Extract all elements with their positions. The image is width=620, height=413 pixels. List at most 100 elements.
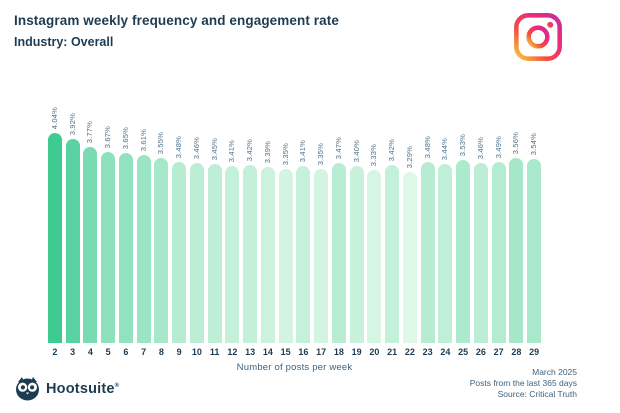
bar-slot: 3.67% <box>99 96 117 343</box>
x-tick-label: 5 <box>105 347 111 357</box>
bar-value-label: 3.45% <box>209 137 219 160</box>
bar-value-label: 3.33% <box>369 143 379 166</box>
bar-value-label: 3.49% <box>493 135 503 158</box>
bar-value-label: 3.65% <box>120 126 130 149</box>
bar-value-label: 3.35% <box>280 142 290 165</box>
x-axis-ticks: 2 3 4 5 6 7 8 9 10 11 12 13 14 15 16 17 18 19 20 21 22 23 24 25… <box>46 347 543 357</box>
bar-value-label: 3.53% <box>458 133 468 156</box>
hootsuite-owl-icon <box>16 377 39 401</box>
chart-header: Instagram weekly frequency and engagemen… <box>14 13 339 49</box>
bar-value-label: 3.61% <box>138 128 148 151</box>
bar-slot: 3.46% <box>472 96 490 343</box>
bar-slot: 3.54% <box>525 96 543 343</box>
bar-value-label: 3.39% <box>262 140 272 163</box>
bar <box>420 162 435 343</box>
x-tick-label: 12 <box>227 347 238 357</box>
bar <box>296 166 311 343</box>
bar <box>65 139 80 343</box>
bar-slot: 3.40% <box>348 96 366 343</box>
bar <box>136 155 151 343</box>
bar-slot: 3.47% <box>330 96 348 343</box>
bar-slot: 3.33% <box>366 96 384 343</box>
x-tick-label: 13 <box>245 347 256 357</box>
bar <box>243 165 258 343</box>
bar-value-label: 3.56% <box>511 131 521 154</box>
bar-slot: 3.44% <box>437 96 455 343</box>
bar <box>101 152 116 343</box>
bar <box>207 164 222 343</box>
chart-subtitle: Industry: Overall <box>14 35 114 49</box>
x-tick-label: 15 <box>280 347 291 357</box>
bar <box>349 166 364 343</box>
bar-slot: 3.39% <box>259 96 277 343</box>
brand-wordmark: Hootsuite® <box>46 380 120 397</box>
x-tick-label: 27 <box>493 347 504 357</box>
bar-value-label: 3.46% <box>191 136 201 159</box>
bar-value-label: 3.55% <box>156 131 166 154</box>
x-tick-label: 22 <box>404 347 415 357</box>
bar <box>278 169 293 343</box>
bar <box>260 167 275 343</box>
x-tick-label: 7 <box>141 347 147 357</box>
x-tick-label: 4 <box>87 347 93 357</box>
bar <box>172 162 187 343</box>
bar <box>402 172 417 343</box>
bar <box>314 169 329 343</box>
bar <box>367 170 382 343</box>
bar-value-label: 3.54% <box>529 132 539 155</box>
bar-value-label: 3.46% <box>475 136 485 159</box>
meta-line: March 2025 <box>532 367 577 377</box>
bar <box>491 162 506 343</box>
bar-slot: 3.55% <box>153 96 171 343</box>
x-tick-label: 9 <box>176 347 182 357</box>
x-tick-label: 3 <box>70 347 76 357</box>
hootsuite-logo: Hootsuite® <box>14 376 119 401</box>
bar <box>385 165 400 343</box>
chart-meta: March 2025 Posts from the last 365 days So… <box>470 367 577 400</box>
x-tick-label: 11 <box>209 347 220 357</box>
bar <box>47 133 62 343</box>
x-tick-label: 21 <box>387 347 398 357</box>
bar-value-label: 3.41% <box>227 139 237 162</box>
bar <box>456 160 471 343</box>
bar-value-label: 3.42% <box>387 138 397 161</box>
bar <box>527 159 542 343</box>
bar-slot: 3.48% <box>419 96 437 343</box>
bar <box>509 158 524 343</box>
bar-value-label: 3.42% <box>245 138 255 161</box>
x-tick-label: 10 <box>191 347 202 357</box>
x-tick-label: 14 <box>262 347 273 357</box>
bar-value-label: 3.92% <box>67 112 77 135</box>
bar-slot: 3.56% <box>508 96 526 343</box>
registered-mark: ® <box>114 382 120 389</box>
x-tick-label: 19 <box>351 347 362 357</box>
bar-value-label: 3.77% <box>85 120 95 143</box>
instagram-icon <box>514 13 562 61</box>
bar <box>83 147 98 343</box>
bar-slot: 3.41% <box>295 96 313 343</box>
bar <box>189 163 204 343</box>
x-tick-label: 26 <box>475 347 486 357</box>
bar-value-label: 4.04% <box>49 106 59 129</box>
bar-value-label: 3.67% <box>103 125 113 148</box>
x-tick-label: 23 <box>422 347 433 357</box>
x-tick-label: 24 <box>440 347 451 357</box>
bar <box>438 164 453 343</box>
bar <box>331 163 346 343</box>
page-title: Instagram weekly frequency and engagemen… <box>14 13 339 28</box>
bar-slot: 3.61% <box>135 96 153 343</box>
bar <box>225 166 240 343</box>
bar-slot: 3.35% <box>277 96 295 343</box>
bar-slot: 3.46% <box>188 96 206 343</box>
bar-value-label: 3.29% <box>404 145 414 168</box>
x-tick-label: 2 <box>52 347 58 357</box>
meta-line: Posts from the last 365 days <box>469 378 577 388</box>
x-tick-label: 25 <box>458 347 469 357</box>
bar-slot: 3.35% <box>312 96 330 343</box>
bar-value-label: 3.35% <box>316 142 326 165</box>
x-tick-label: 16 <box>298 347 309 357</box>
bar-slot: 3.49% <box>490 96 508 343</box>
meta-line: Source: Critical Truth <box>497 389 577 399</box>
x-axis-title: Number of posts per week <box>236 362 353 373</box>
bar-slot: 3.45% <box>206 96 224 343</box>
